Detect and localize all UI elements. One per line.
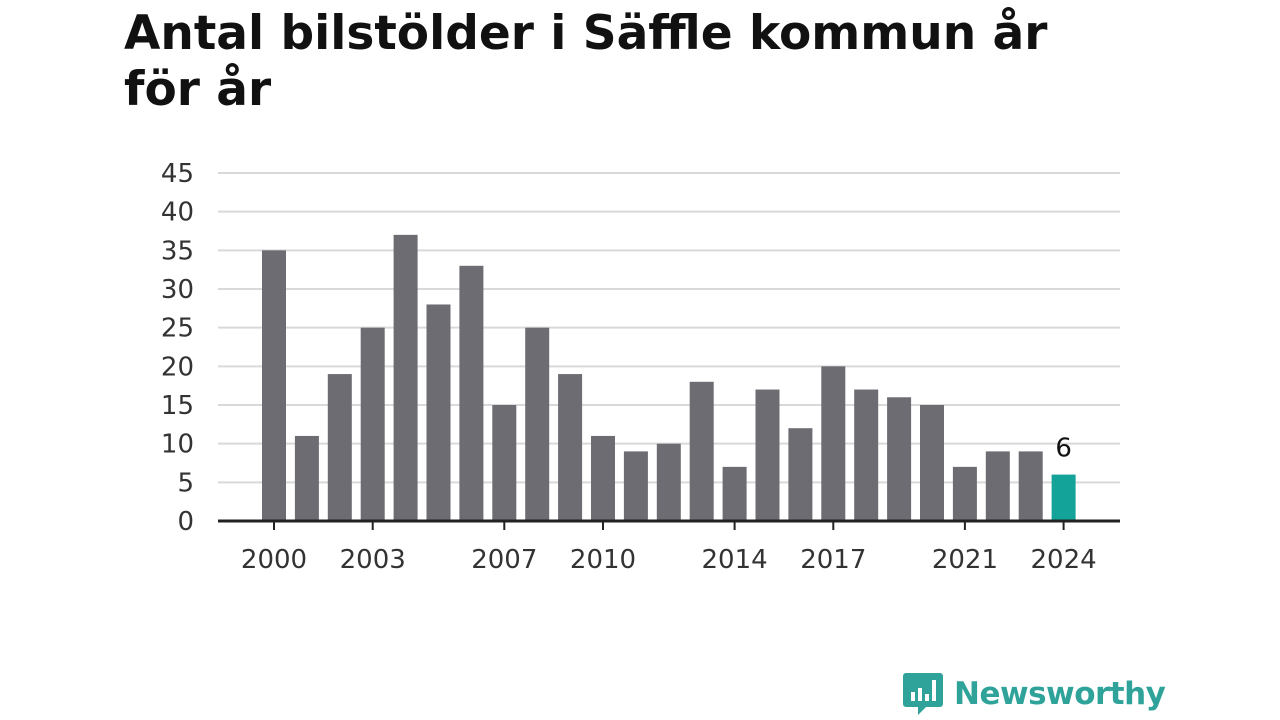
- x-tick-label: 2010: [570, 545, 636, 575]
- bar-2010: [591, 435, 615, 521]
- y-tick-label: 0: [177, 507, 194, 537]
- bar-2022: [985, 451, 1010, 521]
- chart-title: Antal bilstölder i Säffle kommun år för …: [124, 6, 1048, 117]
- bar-2013: [689, 381, 714, 521]
- y-tick-label: 15: [161, 391, 194, 421]
- y-tick-label: 35: [161, 236, 194, 266]
- y-axis-tick-labels: 0 5 10 15 20 25 30 35 40 45: [161, 159, 194, 537]
- x-tick-label: 2024: [1031, 545, 1097, 575]
- bar-2001: [294, 435, 319, 521]
- brand-name: Newsworthy: [954, 676, 1166, 712]
- y-tick-label: 40: [161, 198, 194, 228]
- bar-2014: [722, 466, 747, 521]
- bar-2015: [755, 389, 780, 521]
- bar-2018: [854, 389, 879, 521]
- bars: [262, 234, 1076, 522]
- x-tick-label: 2000: [241, 545, 307, 575]
- bar-2000: [262, 250, 286, 522]
- bar-2006: [459, 265, 484, 521]
- x-axis-tick-labels: 2000 2003 2007 2010 2014 2017 2021 2024: [241, 521, 1097, 575]
- x-tick-label: 2007: [471, 545, 537, 575]
- x-tick-label: 2003: [340, 545, 406, 575]
- y-tick-label: 20: [161, 352, 194, 382]
- y-tick-label: 25: [161, 314, 194, 344]
- y-tick-label: 10: [161, 430, 194, 460]
- bar-2005: [426, 304, 451, 521]
- bar-2021: [952, 466, 977, 521]
- bar-2017: [821, 366, 846, 521]
- bar-2007: [492, 405, 517, 521]
- bar-2019: [887, 397, 912, 521]
- bar-2003: [360, 327, 385, 521]
- bar-2023: [1018, 451, 1043, 521]
- y-tick-label: 30: [161, 275, 194, 305]
- bar-2024: [1051, 474, 1076, 521]
- y-tick-label: 45: [161, 159, 194, 189]
- bar-2008: [525, 327, 550, 521]
- data-label-2024: 6: [1055, 434, 1072, 464]
- x-tick-label: 2014: [702, 545, 768, 575]
- data-labels: 6: [1055, 434, 1072, 464]
- newsworthy-brand[interactable]: Newsworthy: [902, 670, 1166, 718]
- bar-2011: [623, 451, 648, 521]
- gridlines: [218, 172, 1120, 484]
- bar-2002: [327, 374, 352, 521]
- newsworthy-logo-icon: [903, 673, 943, 715]
- bar-2016: [788, 428, 813, 521]
- x-tick-label: 2017: [800, 545, 866, 575]
- bar-2009: [558, 374, 583, 521]
- bar-2004: [393, 234, 418, 521]
- x-tick-label: 2021: [932, 545, 998, 575]
- y-tick-label: 5: [177, 468, 194, 498]
- bar-2020: [920, 405, 944, 521]
- bar-2012: [656, 443, 681, 521]
